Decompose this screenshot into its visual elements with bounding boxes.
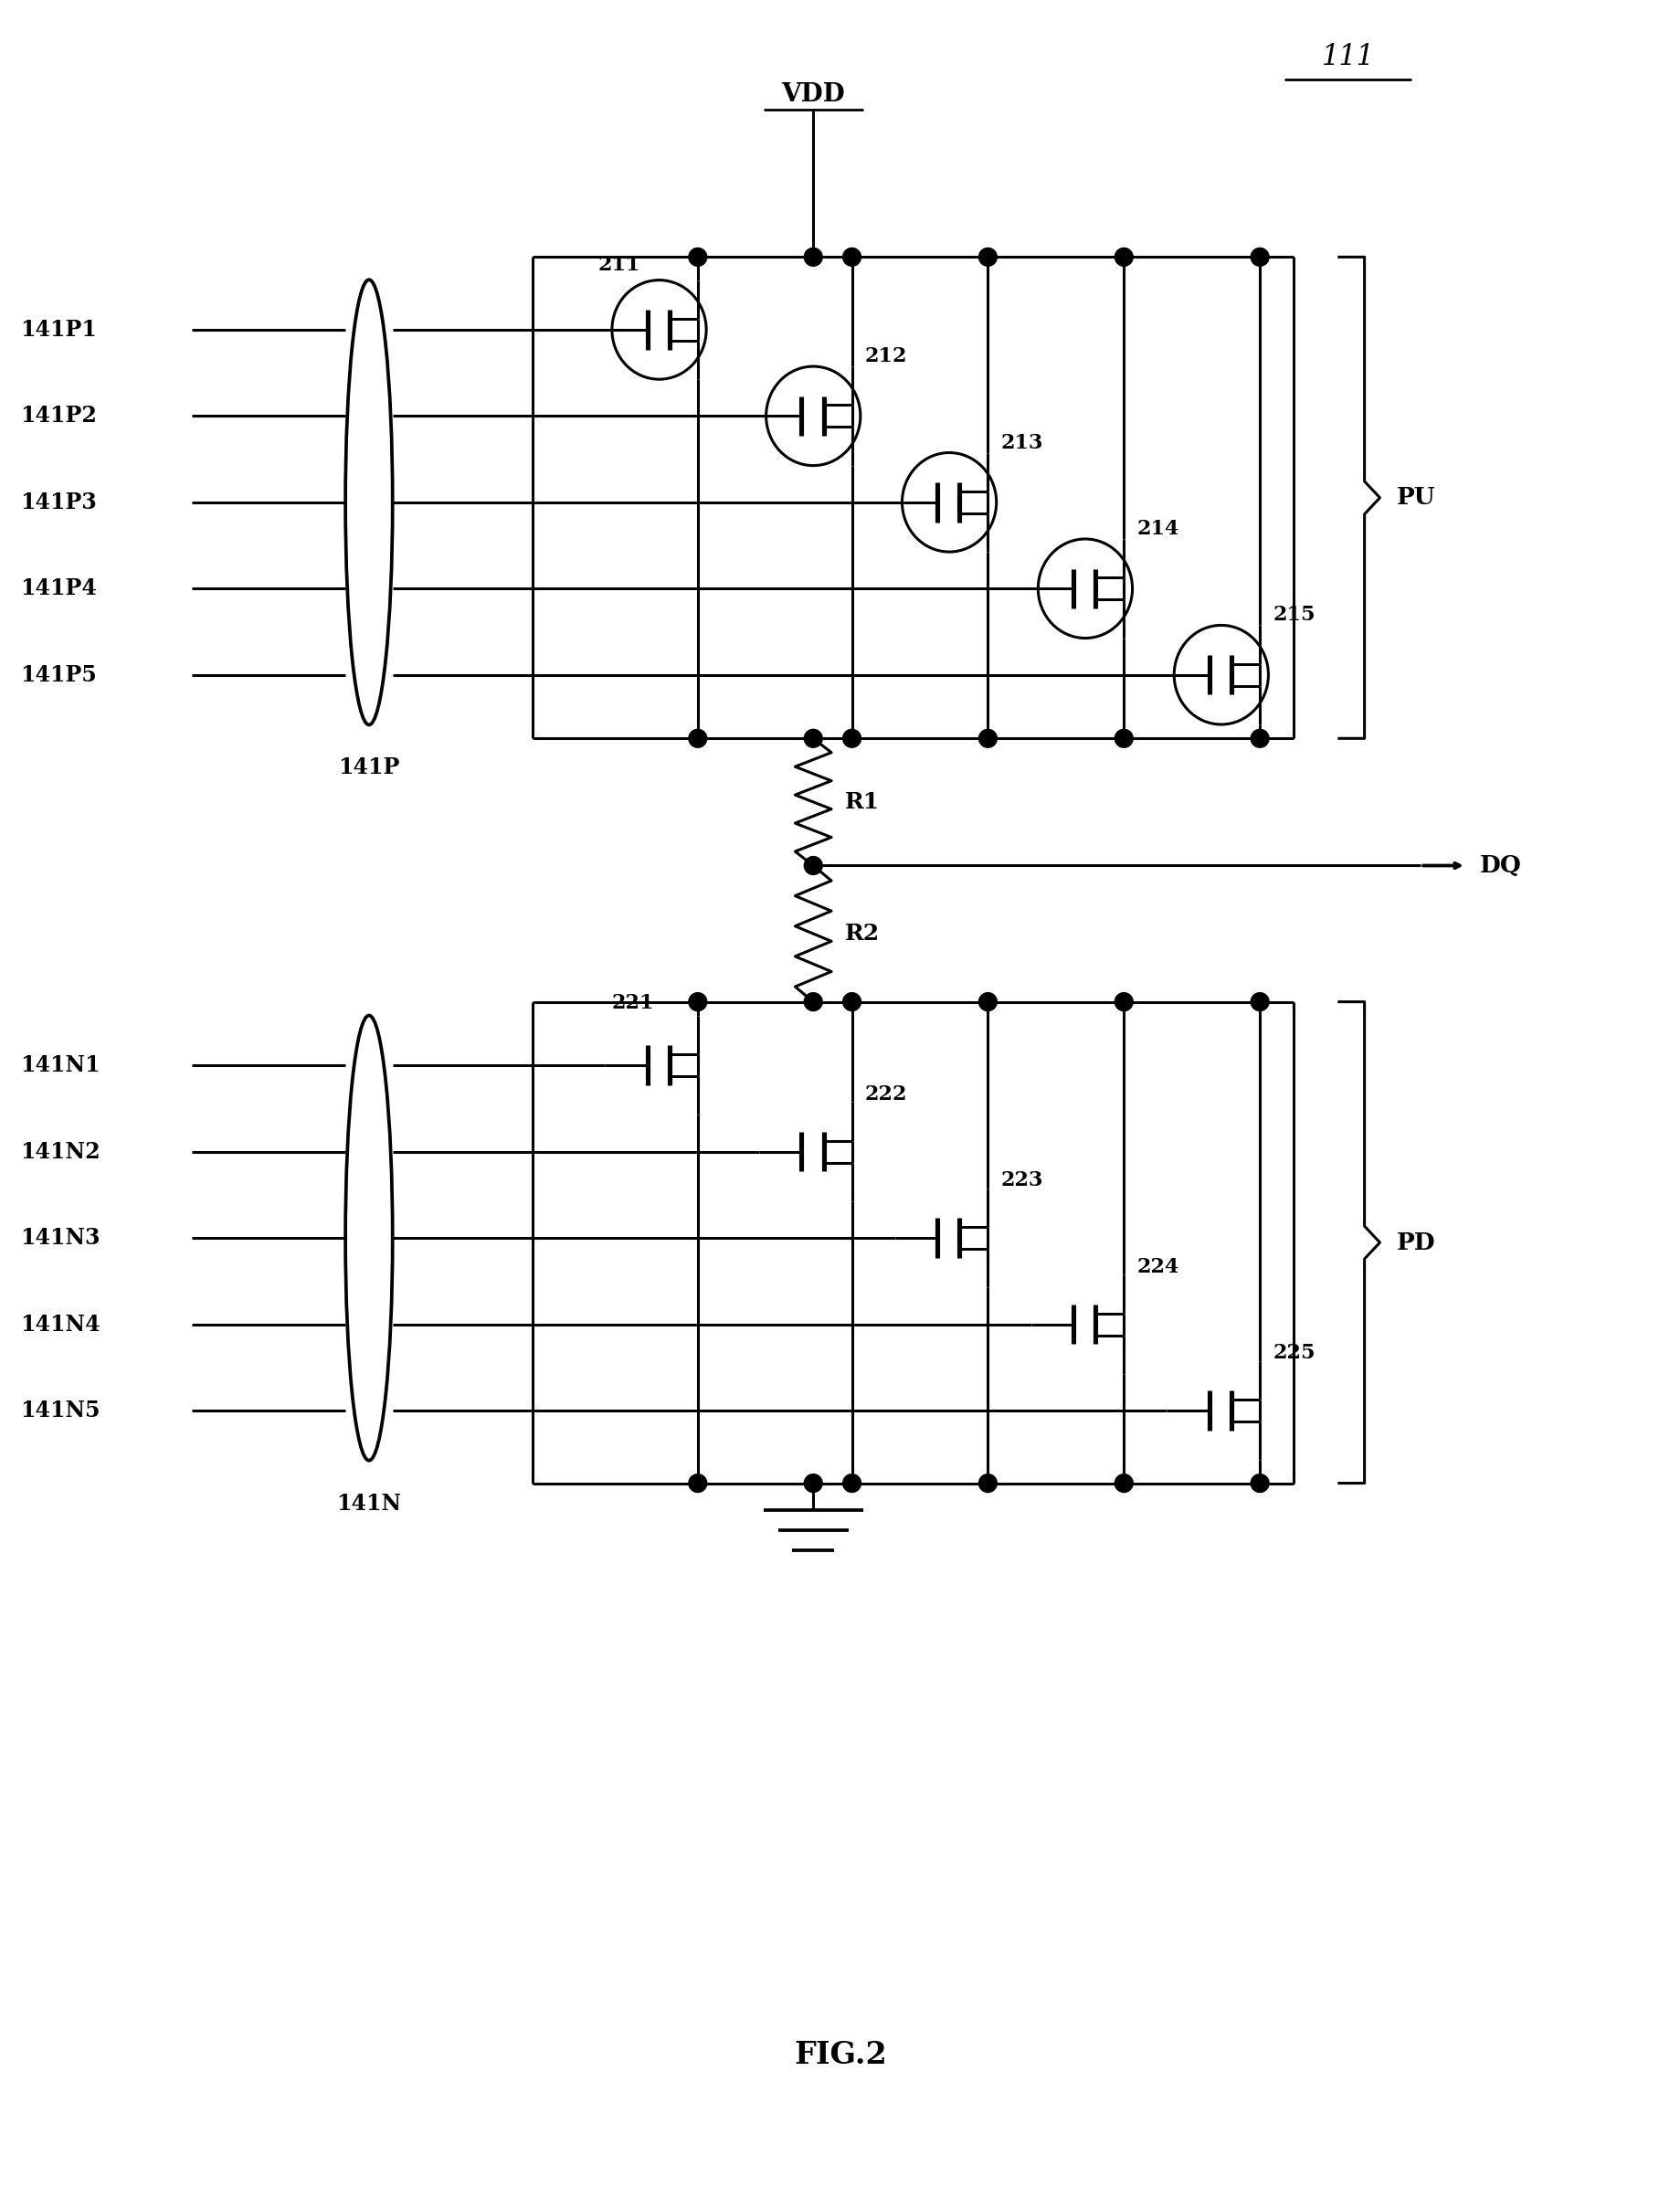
Circle shape bbox=[978, 248, 996, 266]
Text: DQ: DQ bbox=[1478, 855, 1520, 877]
Circle shape bbox=[1250, 993, 1268, 1011]
Text: 141N3: 141N3 bbox=[20, 1226, 99, 1248]
Circle shape bbox=[842, 993, 860, 1011]
Text: 223: 223 bbox=[1001, 1172, 1043, 1191]
Circle shape bbox=[803, 248, 822, 266]
Circle shape bbox=[1114, 730, 1132, 747]
Text: 222: 222 bbox=[865, 1084, 907, 1103]
Circle shape bbox=[1250, 730, 1268, 747]
Text: VDD: VDD bbox=[781, 84, 845, 108]
Circle shape bbox=[842, 1475, 860, 1492]
Circle shape bbox=[803, 730, 822, 747]
Circle shape bbox=[1114, 248, 1132, 266]
Text: 225: 225 bbox=[1272, 1343, 1315, 1363]
Text: R1: R1 bbox=[845, 791, 879, 813]
Text: PD: PD bbox=[1396, 1231, 1435, 1253]
Circle shape bbox=[803, 1475, 822, 1492]
Text: 141P3: 141P3 bbox=[20, 492, 96, 512]
Circle shape bbox=[978, 730, 996, 747]
Circle shape bbox=[689, 1475, 707, 1492]
Text: 141P4: 141P4 bbox=[20, 578, 96, 600]
Circle shape bbox=[689, 730, 707, 747]
Text: 212: 212 bbox=[865, 347, 907, 367]
Text: 141P1: 141P1 bbox=[20, 319, 96, 341]
Circle shape bbox=[842, 730, 860, 747]
Text: 111: 111 bbox=[1320, 44, 1374, 70]
Circle shape bbox=[1250, 1475, 1268, 1492]
Text: 141N5: 141N5 bbox=[20, 1400, 99, 1422]
Circle shape bbox=[803, 857, 822, 875]
Text: 141P5: 141P5 bbox=[20, 664, 96, 686]
Text: 141N1: 141N1 bbox=[20, 1055, 99, 1077]
Text: 221: 221 bbox=[612, 993, 654, 1013]
Circle shape bbox=[689, 248, 707, 266]
Circle shape bbox=[978, 1475, 996, 1492]
Circle shape bbox=[1114, 993, 1132, 1011]
Text: 141N2: 141N2 bbox=[20, 1141, 99, 1163]
Circle shape bbox=[803, 993, 822, 1011]
Text: 141P: 141P bbox=[338, 756, 400, 778]
Text: FIG.2: FIG.2 bbox=[793, 2040, 887, 2071]
Text: R2: R2 bbox=[845, 923, 879, 945]
Circle shape bbox=[842, 248, 860, 266]
Text: 211: 211 bbox=[598, 255, 640, 275]
Circle shape bbox=[1250, 248, 1268, 266]
Text: 215: 215 bbox=[1272, 604, 1315, 624]
Text: 213: 213 bbox=[1001, 433, 1043, 453]
Circle shape bbox=[978, 993, 996, 1011]
Circle shape bbox=[1114, 1475, 1132, 1492]
Text: PU: PU bbox=[1396, 486, 1435, 510]
Text: 141N4: 141N4 bbox=[20, 1312, 99, 1334]
Text: 141P2: 141P2 bbox=[20, 404, 96, 426]
Text: 141N: 141N bbox=[336, 1492, 402, 1514]
Text: 214: 214 bbox=[1136, 519, 1179, 539]
Text: 224: 224 bbox=[1136, 1257, 1179, 1277]
Circle shape bbox=[689, 993, 707, 1011]
